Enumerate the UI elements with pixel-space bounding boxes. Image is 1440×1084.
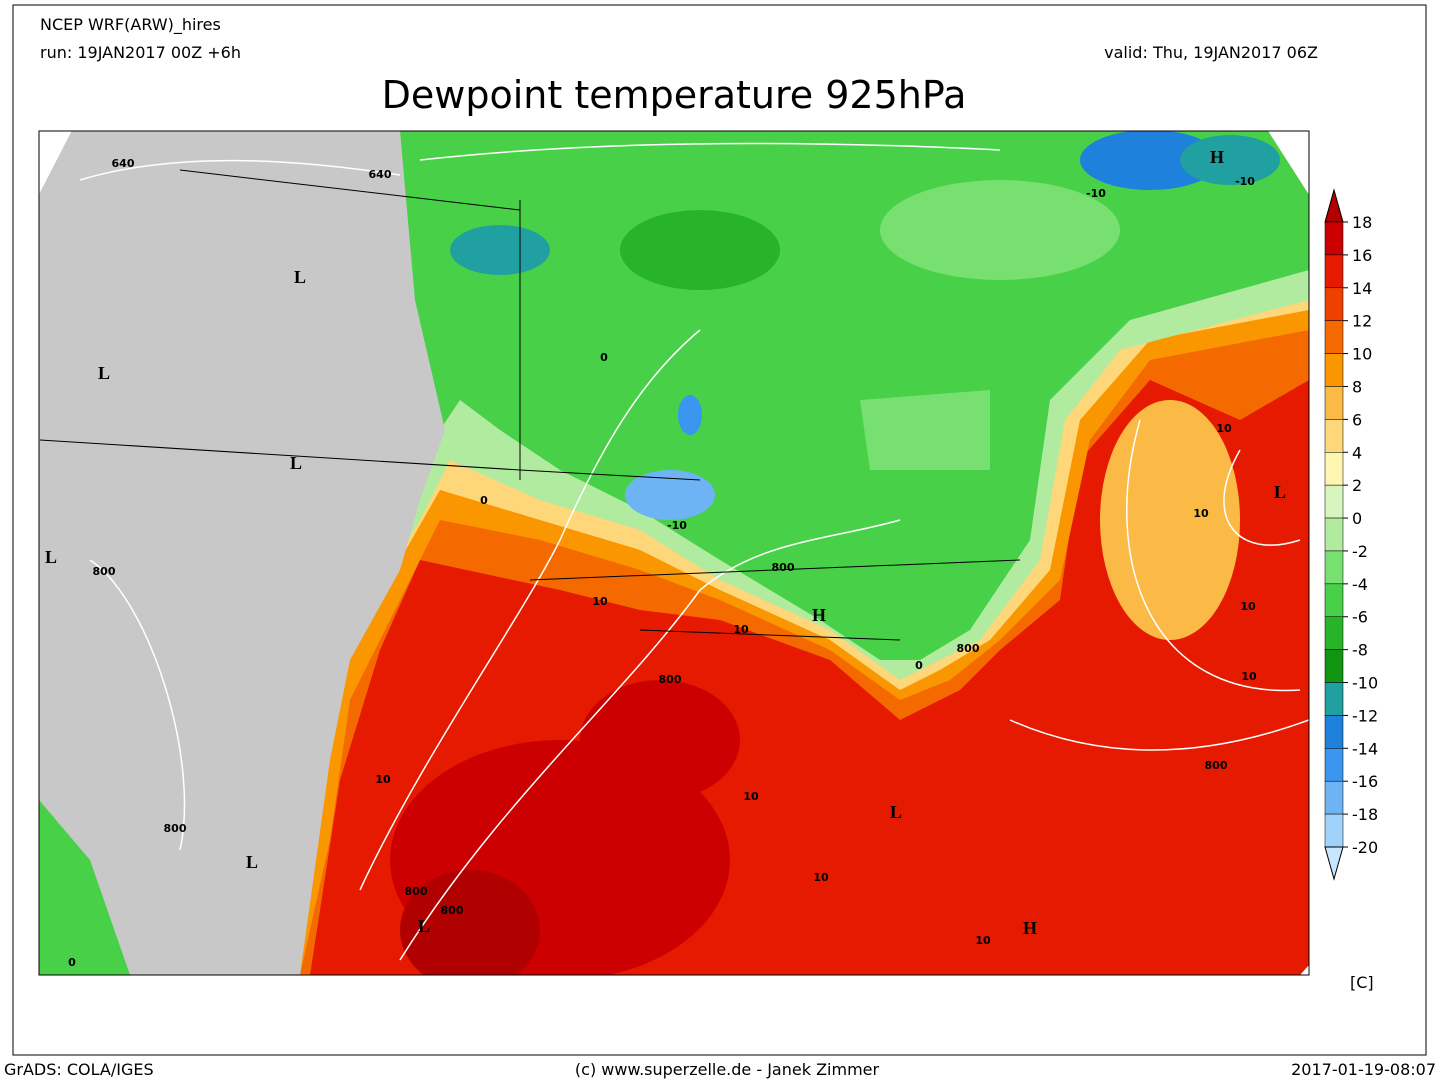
footer-right: 2017-01-19-08:07 bbox=[1291, 1060, 1436, 1079]
colorbar-label: -2 bbox=[1352, 542, 1368, 561]
contour-label: 0 bbox=[915, 659, 923, 672]
colorbar-label: 16 bbox=[1352, 246, 1372, 265]
contour-label: 10 bbox=[1240, 600, 1256, 613]
contour-label: 10 bbox=[592, 595, 608, 608]
colorbar-label: -20 bbox=[1352, 838, 1378, 857]
colorbar-segment bbox=[1324, 353, 1344, 387]
title: Dewpoint temperature 925hPa bbox=[382, 73, 967, 117]
colorbar-segment bbox=[1324, 517, 1344, 552]
contour-label: 10 bbox=[1193, 507, 1209, 520]
colorbar-label: -12 bbox=[1352, 706, 1378, 725]
map-frame bbox=[38, 130, 1310, 976]
footer-left: GrADS: COLA/IGES bbox=[4, 1060, 154, 1079]
colorbar-label: -4 bbox=[1352, 575, 1368, 594]
contour-label: 10 bbox=[375, 773, 391, 786]
contour-label: 640 bbox=[369, 168, 392, 181]
colorbar-label: 6 bbox=[1352, 410, 1362, 429]
contour-label: 10 bbox=[1241, 670, 1257, 683]
contour-label: 800 bbox=[659, 673, 682, 686]
colorbar-label: 2 bbox=[1352, 476, 1362, 495]
colorbar-segment bbox=[1324, 813, 1344, 848]
colorbar-label: 14 bbox=[1352, 279, 1372, 298]
contour-label: -10 bbox=[1086, 187, 1106, 200]
colorbar-label: -10 bbox=[1352, 674, 1378, 693]
pressure-center: L bbox=[98, 363, 110, 383]
colorbar-segment bbox=[1324, 254, 1344, 289]
pressure-center: L bbox=[1274, 482, 1286, 502]
footer-center: (c) www.superzelle.de - Janek Zimmer bbox=[575, 1060, 880, 1079]
colorbar-segment bbox=[1324, 649, 1344, 683]
contour-label: 10 bbox=[733, 623, 749, 636]
contour-label: 800 bbox=[405, 885, 428, 898]
colorbar-label: -16 bbox=[1352, 772, 1378, 791]
colorbar-label: 8 bbox=[1352, 377, 1362, 396]
pressure-center: L bbox=[418, 916, 430, 936]
pressure-center: L bbox=[246, 852, 258, 872]
map bbox=[39, 131, 1309, 975]
model: NCEP WRF(ARW)_hires bbox=[40, 15, 221, 35]
contour-label: 10 bbox=[813, 871, 829, 884]
pressure-center: H bbox=[1023, 918, 1037, 938]
contour-label: 640 bbox=[112, 157, 135, 170]
colorbar-segment bbox=[1324, 287, 1344, 321]
contour-label: 0 bbox=[68, 956, 76, 969]
contour-label: 800 bbox=[93, 565, 116, 578]
contour-label: 0 bbox=[480, 494, 488, 507]
contour-label: 800 bbox=[772, 561, 795, 574]
colorbar-label: -14 bbox=[1352, 739, 1378, 758]
contour-label: 10 bbox=[975, 934, 991, 947]
colorbar-segment bbox=[1324, 320, 1344, 354]
contour-label: 800 bbox=[1205, 759, 1228, 772]
run: run: 19JAN2017 00Z +6h bbox=[40, 43, 241, 62]
colorbar-cap bbox=[1324, 846, 1344, 881]
valid: valid: Thu, 19JAN2017 06Z bbox=[1104, 43, 1318, 62]
colorbar-segment bbox=[1324, 452, 1344, 486]
colorbar-segment bbox=[1324, 616, 1344, 650]
colorbar-segment bbox=[1324, 780, 1344, 815]
colorbar-segment bbox=[1324, 484, 1344, 519]
colorbar-segment bbox=[1324, 419, 1344, 453]
contour-label: 800 bbox=[957, 642, 980, 655]
colorbar-segment bbox=[1324, 583, 1344, 617]
pressure-center: L bbox=[45, 547, 57, 567]
contour-label: -10 bbox=[1235, 175, 1255, 188]
pressure-center: L bbox=[290, 453, 302, 473]
contour-label: 800 bbox=[441, 904, 464, 917]
colorbar-segment bbox=[1324, 682, 1344, 716]
pressure-center: H bbox=[1210, 147, 1224, 167]
colorbar-label: 0 bbox=[1352, 509, 1362, 528]
colorbar-label: -6 bbox=[1352, 608, 1368, 627]
colorbar-label: 12 bbox=[1352, 312, 1372, 331]
pressure-center: L bbox=[890, 802, 902, 822]
contour-label: 0 bbox=[600, 351, 608, 364]
colorbar-segment bbox=[1324, 386, 1344, 420]
colorbar-segment bbox=[1324, 221, 1344, 256]
contour-label: 10 bbox=[1216, 422, 1232, 435]
colorbar-label: -8 bbox=[1352, 641, 1368, 660]
colorbar-unit: [C] bbox=[1350, 973, 1374, 992]
colorbar-label: -18 bbox=[1352, 805, 1378, 824]
pressure-center: H bbox=[812, 605, 826, 625]
colorbar-segment bbox=[1324, 550, 1344, 585]
contour-label: -10 bbox=[667, 519, 687, 532]
contour-label: 800 bbox=[164, 822, 187, 835]
colorbar-label: 18 bbox=[1352, 213, 1372, 232]
colorbar-segment bbox=[1324, 748, 1344, 782]
colorbar-segment bbox=[1324, 715, 1344, 749]
contour-label: 10 bbox=[743, 790, 759, 803]
pressure-center: L bbox=[294, 267, 306, 287]
outer-border bbox=[12, 4, 1427, 1056]
colorbar-label: 4 bbox=[1352, 443, 1362, 462]
colorbar-label: 10 bbox=[1352, 345, 1372, 364]
colorbar-cap bbox=[1324, 188, 1344, 223]
